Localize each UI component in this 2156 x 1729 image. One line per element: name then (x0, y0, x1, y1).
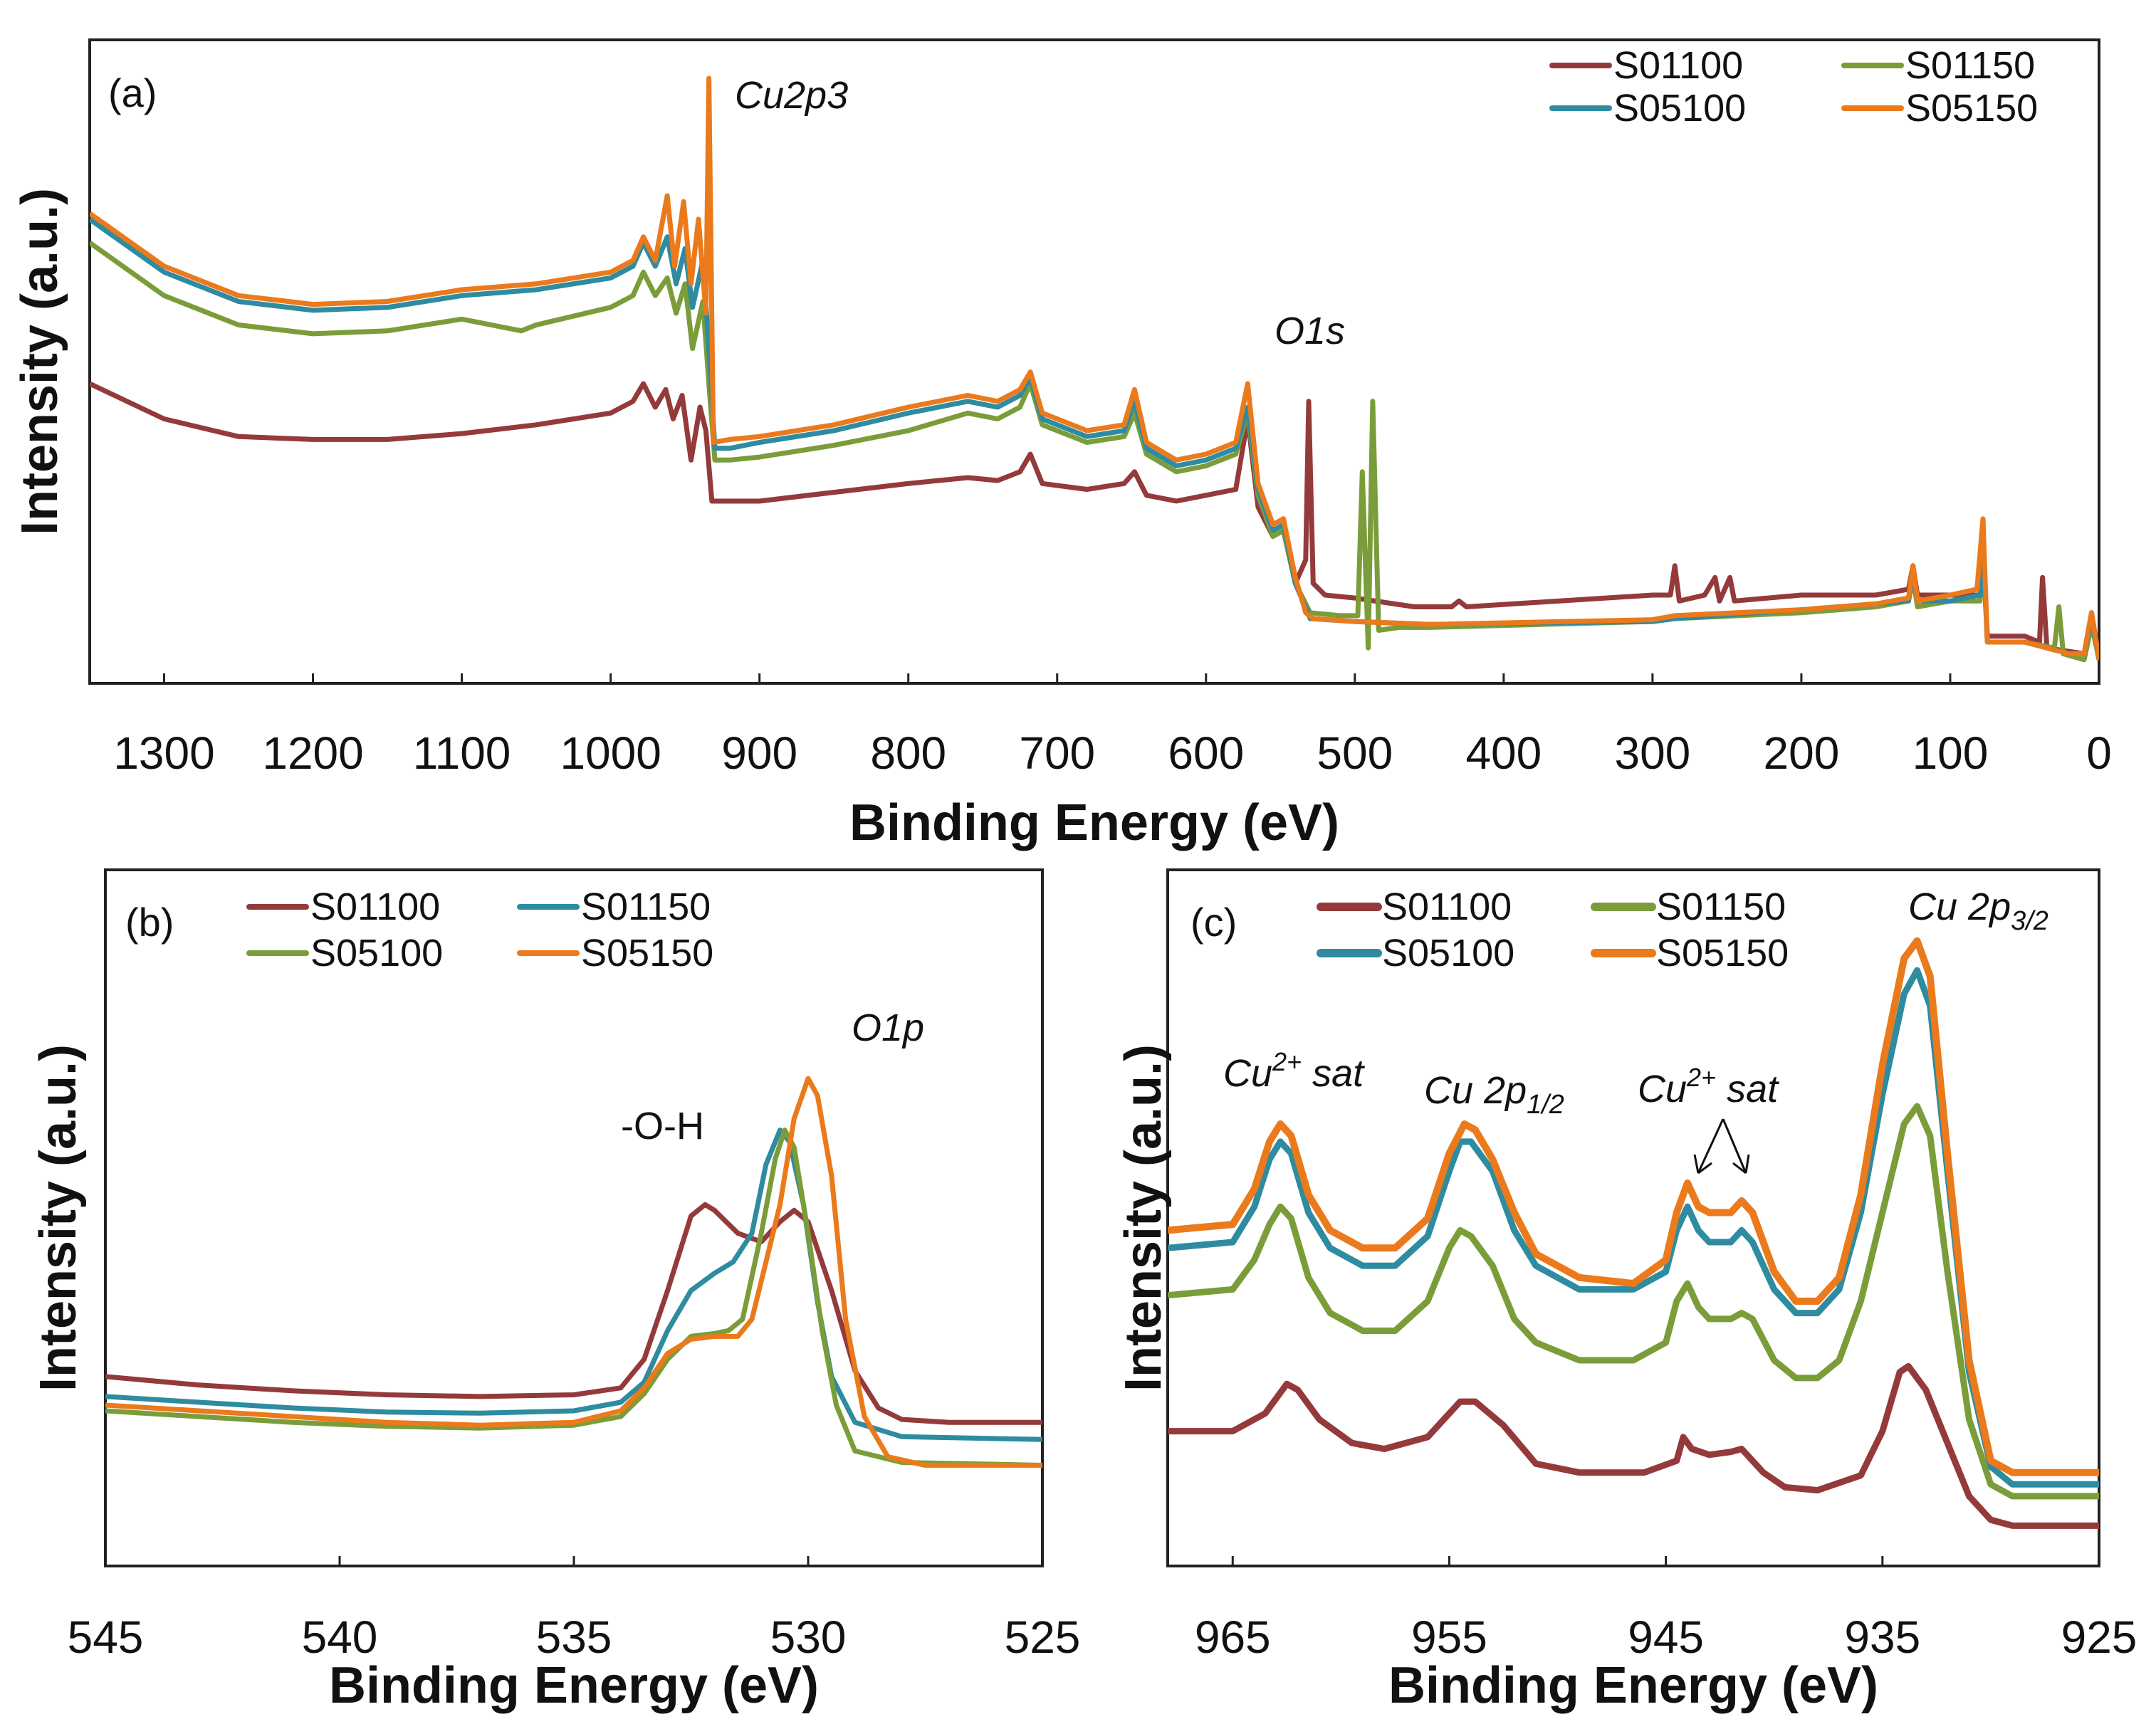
y-axis-label: Intensity (a.u.) (1115, 1044, 1172, 1392)
x-tick-label: 800 (870, 727, 946, 779)
annotation-o1s: O1s (1275, 310, 1345, 352)
x-tick-label: 900 (721, 727, 797, 779)
series-line-S05150 (90, 75, 2099, 661)
x-tick-label: 0 (2086, 727, 2112, 779)
arrow-left-icon (1693, 1118, 1725, 1174)
x-tick-label: 535 (536, 1612, 612, 1663)
series-group (90, 75, 2099, 663)
panel-a: 1300 1200 1100 1000 900 800 700 600 500 400 300 200… (11, 38, 2112, 851)
panel-c: 965 955 945 935 925 Binding Energy (eV) Intens… (1115, 868, 2137, 1714)
panel-label: (b) (125, 900, 174, 945)
annotation-cu-2p12: Cu 2p1/2 (1424, 1069, 1564, 1120)
legend-label-S01100: S01100 (1613, 44, 1743, 87)
x-tick-label: 540 (302, 1612, 378, 1663)
annotation-cu2-sat-right: Cu2+ sat (1638, 1063, 1779, 1110)
x-tick-label: 400 (1465, 727, 1542, 779)
legend-label-S05150: S05150 (1656, 932, 1789, 974)
plot-frame (88, 38, 2100, 685)
plot-frame (1166, 868, 2100, 1567)
x-tick-label: 1200 (262, 727, 363, 779)
series-line-S05150 (105, 1076, 1042, 1468)
x-tick-label: 200 (1764, 727, 1840, 779)
series-group (105, 1076, 1042, 1468)
x-tick-label: 700 (1019, 727, 1095, 779)
x-tick-label: 600 (1168, 727, 1244, 779)
x-tick-label: 525 (1005, 1612, 1081, 1663)
x-tick-label: 545 (68, 1612, 144, 1663)
series-line-S05150 (1168, 937, 2099, 1476)
x-tick-label: 500 (1317, 727, 1393, 779)
x-tick-label: 955 (1411, 1612, 1487, 1663)
series-line-S01100 (105, 1202, 1042, 1425)
panel-b: 545 540 535 530 525 Binding Energy (eV) Intens… (30, 868, 1081, 1714)
x-axis-label: Binding Energy (eV) (1388, 1657, 1878, 1714)
legend-label-S01150: S01150 (1656, 885, 1786, 928)
panel-label: (a) (108, 70, 157, 115)
series-line-S05100 (1168, 967, 2099, 1488)
arrow-right-icon (1722, 1118, 1750, 1174)
legend-label-S01150: S01150 (1905, 44, 2035, 87)
x-tick-label: 965 (1195, 1612, 1271, 1663)
x-tick-label: 935 (1844, 1612, 1920, 1663)
series-line-S01150 (1168, 1103, 2099, 1500)
y-axis-label: Intensity (a.u.) (11, 188, 68, 535)
legend-label-S01150: S01150 (581, 885, 711, 928)
annotation-oh: -O-H (621, 1105, 704, 1147)
legend-label-S05100: S05100 (1613, 87, 1746, 130)
x-tick-label: 530 (770, 1612, 847, 1663)
annotation-cu2-sat-left: Cu2+ sat (1223, 1047, 1365, 1095)
series-line-S01100 (90, 381, 2099, 661)
x-tick-label: 1100 (413, 727, 511, 779)
annotation-cu-2p32: Cu 2p3/2 (1908, 885, 2048, 936)
series-group (1168, 937, 2099, 1529)
x-tick-label: 945 (1628, 1612, 1704, 1663)
x-tick-label: 925 (2061, 1612, 2137, 1663)
legend-label-S01100: S01100 (1382, 885, 1512, 928)
annotation-cu2p3: Cu2p3 (735, 74, 848, 117)
series-line-S01100 (1168, 1362, 2099, 1529)
x-tick-label: 300 (1614, 727, 1690, 779)
x-axis-label: Binding Energy (eV) (849, 794, 1339, 851)
x-tick-label: 1000 (560, 727, 661, 779)
legend-label-S05150: S05150 (1905, 87, 2038, 130)
panel-label: (c) (1190, 900, 1237, 945)
y-axis-label: Intensity (a.u.) (30, 1044, 87, 1392)
x-tick-label: 1300 (113, 727, 214, 779)
x-axis-label: Binding Energy (eV) (329, 1657, 819, 1714)
legend-label-S05100: S05100 (310, 932, 443, 974)
legend-label-S01100: S01100 (310, 885, 440, 928)
x-tick-label: 100 (1912, 727, 1989, 779)
legend-label-S05100: S05100 (1382, 932, 1514, 974)
series-line-S05100 (105, 1128, 1042, 1468)
annotation-o1p: O1p (852, 1007, 924, 1049)
legend-label-S05150: S05150 (581, 932, 713, 974)
series-line-S01150 (90, 241, 2099, 663)
